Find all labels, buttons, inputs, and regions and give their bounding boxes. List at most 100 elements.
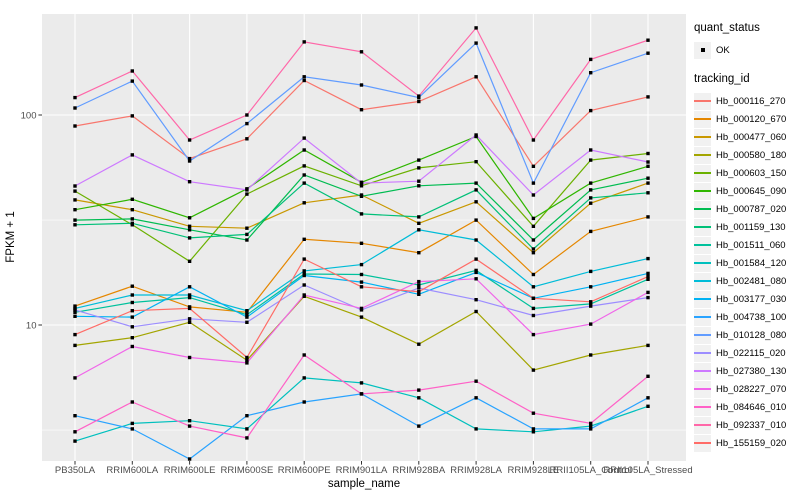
legend-key-swatch: [694, 200, 711, 218]
legend-entry: Hb_000477_060: [694, 128, 800, 146]
data-point: [245, 320, 249, 324]
data-point: [646, 151, 650, 156]
data-points: [73, 26, 650, 461]
data-point: [531, 238, 536, 242]
data-point: [302, 257, 306, 261]
legend-entry: Hb_001584_120: [694, 254, 800, 272]
data-point: [187, 259, 192, 263]
series-color-line: [694, 388, 711, 390]
data-point: [474, 270, 478, 275]
series-color-line: [694, 370, 711, 372]
legend-entry-label: Hb_000787_020: [716, 203, 787, 215]
data-point: [187, 295, 192, 300]
data-point: [474, 188, 478, 192]
series-color-line: [694, 172, 711, 174]
data-point: [359, 194, 364, 198]
legend-entry-label: Hb_027380_130: [716, 365, 787, 377]
data-point: [187, 156, 192, 161]
data-point: [359, 181, 364, 185]
legend-entry-label: Hb_028227_070: [716, 383, 787, 395]
data-point: [130, 114, 134, 118]
data-point: [359, 108, 364, 112]
legend-key-swatch: [694, 434, 711, 452]
legend-key-swatch: [694, 182, 711, 200]
data-point: [187, 224, 192, 228]
series-color-line: [694, 118, 711, 120]
data-point: [474, 238, 478, 242]
data-point: [589, 188, 593, 192]
data-point: [302, 273, 306, 278]
data-point: [130, 69, 134, 73]
data-point: [646, 277, 650, 281]
legend-entry: Hb_027380_130: [694, 362, 800, 380]
data-point: [245, 313, 249, 317]
legend-entry: Hb_003177_030: [694, 290, 800, 308]
legend-key-swatch: [694, 344, 711, 362]
data-point: [359, 280, 364, 284]
series-color-line: [694, 100, 711, 102]
data-point: [73, 184, 77, 188]
data-point: [359, 50, 364, 54]
data-point: [73, 308, 77, 312]
data-point: [187, 228, 192, 232]
data-point: [474, 268, 478, 273]
data-point: [531, 272, 536, 277]
data-point: [417, 251, 421, 255]
data-point: [245, 137, 249, 141]
x-axis-title: sample_name: [328, 478, 400, 490]
data-point: [73, 310, 77, 314]
data-point: [130, 208, 134, 212]
data-point: [417, 179, 421, 183]
data-point: [417, 283, 421, 287]
data-point: [589, 304, 593, 308]
data-point: [474, 218, 478, 222]
data-point: [130, 197, 134, 201]
data-point: [359, 315, 364, 319]
legend-entry: Hb_000787_020: [694, 200, 800, 218]
legend-entry-label: Hb_000580_180: [716, 149, 787, 161]
x-tick-label: RRIM928LE: [508, 465, 560, 476]
legend-entry: Hb_028227_070: [694, 380, 800, 398]
legend-entry-label: Hb_001511_060: [716, 239, 786, 251]
data-point: [589, 229, 593, 234]
series-color-line: [694, 136, 711, 138]
data-point: [417, 221, 421, 225]
legend-entry-label: Hb_092337_010: [716, 419, 787, 431]
series-color-line: [694, 262, 711, 264]
legend-entry-label: Hb_003177_030: [716, 293, 787, 305]
legend-key-swatch: [694, 218, 711, 236]
data-point: [531, 224, 536, 228]
data-point: [187, 236, 192, 240]
data-point: [589, 57, 593, 62]
series-color-line: [694, 406, 711, 408]
data-point: [531, 251, 536, 255]
legend-entry: Hb_000116_270: [694, 92, 800, 110]
data-point: [417, 396, 421, 400]
x-tick-label: RRII105LA_Control: [550, 465, 632, 476]
data-point: [417, 166, 421, 170]
ok-point-marker-key: [694, 41, 711, 59]
data-point: [646, 343, 650, 348]
data-point: [245, 309, 249, 313]
data-point: [531, 430, 536, 434]
legend-key-swatch: [694, 272, 711, 290]
data-point: [302, 269, 306, 273]
legend-key-swatch: [694, 308, 711, 326]
legend-entry: Hb_092337_010: [694, 416, 800, 434]
data-point: [359, 184, 364, 188]
data-point: [531, 138, 536, 142]
data-point: [187, 180, 192, 184]
legend-entry-label: Hb_010128_080: [716, 329, 787, 341]
data-point: [417, 292, 421, 296]
data-point: [589, 201, 593, 205]
data-point: [474, 309, 478, 314]
black-point-icon: [700, 48, 705, 52]
legend-entry-label: Hb_000120_670: [716, 113, 787, 125]
legend-key-swatch: [694, 254, 711, 272]
data-point: [130, 153, 134, 157]
data-point: [73, 376, 77, 380]
legend-entry: Hb_001159_130: [694, 218, 800, 236]
data-point: [417, 215, 421, 219]
